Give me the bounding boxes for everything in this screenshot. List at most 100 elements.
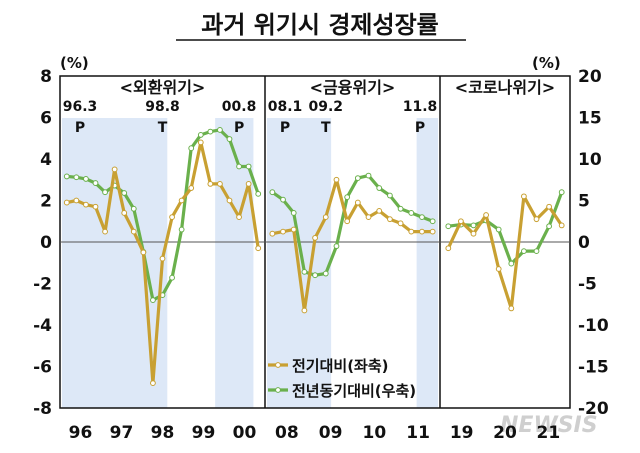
yoy-point <box>470 222 477 229</box>
qoq-point <box>140 249 147 256</box>
qoq-point <box>533 216 540 223</box>
qoq-point <box>419 228 425 235</box>
yoy-point <box>226 136 233 142</box>
qoq-point <box>150 380 156 387</box>
left-tick-label: 6 <box>40 109 52 129</box>
legend-yoy-label: 전년동기대비(우축) <box>292 382 416 400</box>
qoq-point <box>546 203 552 210</box>
yoy-point <box>322 270 329 277</box>
qoq-point <box>344 218 351 225</box>
right-tick-label: 0 <box>578 233 590 253</box>
qoq-point <box>365 214 372 221</box>
yoy-point <box>188 145 195 152</box>
yoy-point <box>178 226 185 233</box>
yoy-point <box>236 163 242 170</box>
qoq-point <box>376 207 383 214</box>
qoq-point <box>73 197 80 204</box>
x-tick-label: 10 <box>363 423 387 443</box>
turning-point-letter: T <box>321 120 331 136</box>
x-tick-label: 09 <box>319 423 343 443</box>
x-tick-label: 20 <box>493 423 517 443</box>
right-tick-label: -10 <box>578 316 609 336</box>
panel-label-1: <금융위기> <box>310 78 396 97</box>
qoq-point <box>521 193 527 200</box>
qoq-point <box>236 214 242 221</box>
qoq-point <box>197 139 204 146</box>
x-tick-label: 21 <box>536 423 560 443</box>
x-tick-label: 19 <box>450 423 474 443</box>
qoq-point <box>558 222 565 229</box>
yoy-point <box>312 272 318 279</box>
qoq-line-1 <box>271 178 433 313</box>
yoy-point <box>290 210 297 216</box>
qoq-point <box>111 166 118 173</box>
qoq-point <box>178 197 185 204</box>
right-tick-label: 5 <box>578 192 590 212</box>
right-tick-label: -5 <box>578 275 597 295</box>
yoy-point <box>92 180 99 186</box>
yoy-point <box>429 218 436 225</box>
turning-point-date: 00.8 <box>222 99 257 115</box>
x-tick-label: 00 <box>233 423 257 443</box>
qoq-point <box>312 234 318 241</box>
qoq-point <box>458 218 464 225</box>
qoq-point <box>102 228 108 235</box>
qoq-point <box>83 201 89 208</box>
yoy-point <box>130 205 137 212</box>
qoq-line-2 <box>446 194 564 310</box>
turning-point-letter: P <box>415 120 425 136</box>
qoq-point <box>290 226 297 233</box>
qoq-point <box>387 216 393 223</box>
yoy-point <box>197 132 204 138</box>
yoy-point <box>150 297 156 304</box>
yoy-line-1 <box>271 174 434 277</box>
yoy-point <box>280 196 286 203</box>
yoy-point <box>546 223 552 230</box>
right-unit: (%) <box>532 54 561 72</box>
left-tick-label: -4 <box>33 316 52 336</box>
legend-qoq-label: 전기대비(좌축) <box>292 357 389 375</box>
qoq-point <box>226 197 233 204</box>
qoq-point <box>269 230 276 237</box>
qoq-point <box>169 214 175 221</box>
legend-qoq-marker <box>275 362 281 368</box>
yoy-point <box>207 128 214 135</box>
qoq-point <box>483 212 490 218</box>
chart-title: 과거 위기시 경제성장률 <box>201 11 439 39</box>
qoq-point <box>63 199 70 206</box>
qoq-point <box>92 203 99 210</box>
qoq-point <box>301 307 308 314</box>
right-tick-label: 10 <box>578 150 602 170</box>
yoy-point <box>521 248 527 255</box>
yoy-point <box>217 127 223 133</box>
qoq-point <box>397 220 404 227</box>
turning-point-letter: P <box>234 120 244 136</box>
qoq-point <box>130 228 137 235</box>
yoy-point <box>387 192 393 199</box>
x-tick-label: 98 <box>151 423 175 443</box>
yoy-line-2 <box>448 191 564 266</box>
left-tick-label: 8 <box>40 67 52 87</box>
yoy-point <box>121 190 128 196</box>
turning-point-letter: P <box>280 120 290 136</box>
yoy-point <box>333 243 340 250</box>
qoq-point <box>121 210 128 216</box>
left-tick-label: 0 <box>40 233 52 253</box>
yoy-point <box>376 185 383 191</box>
left-tick-label: -6 <box>33 358 52 378</box>
qoq-point <box>322 214 329 221</box>
right-tick-label: -15 <box>578 358 609 378</box>
yoy-point <box>354 175 361 181</box>
qoq-point <box>495 266 502 272</box>
yoy-point <box>245 163 252 170</box>
yoy-point <box>73 174 80 181</box>
yoy-point <box>419 214 425 221</box>
yoy-point <box>365 172 372 179</box>
qoq-point <box>508 305 515 312</box>
qoq-point <box>159 255 166 262</box>
left-tick-label: -8 <box>33 399 52 419</box>
qoq-point <box>280 228 286 235</box>
left-unit: (%) <box>60 54 89 72</box>
yoy-point <box>269 189 276 196</box>
